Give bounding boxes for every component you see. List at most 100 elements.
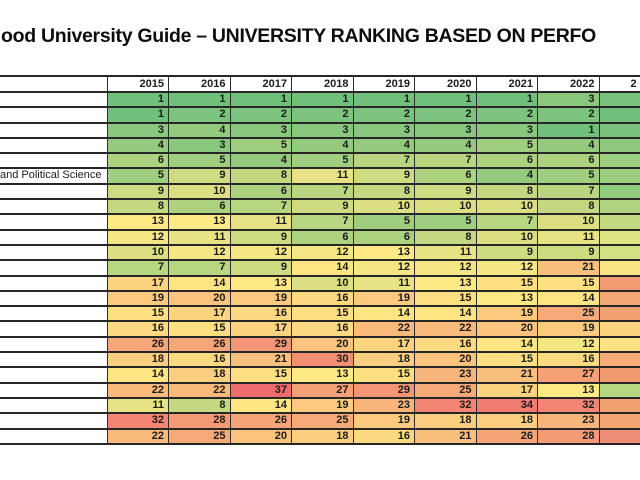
partial-year-header-cell: 2	[598, 75, 640, 93]
ranking-row: 18 16 21 30 18 20 15 16	[0, 351, 640, 369]
rank-cell: 10	[168, 182, 231, 201]
rank-cell: 14	[414, 305, 477, 323]
rank-cell: 37	[229, 381, 292, 399]
university-name-cell	[0, 381, 108, 399]
rank-cell: 11	[537, 228, 600, 246]
rank-cell: 22	[106, 427, 169, 445]
rank-cell: 9	[291, 198, 354, 216]
university-name-cell	[0, 305, 108, 323]
partial-rank-cell	[598, 213, 640, 231]
rank-cell: 26	[106, 335, 169, 354]
rank-cell: 9	[229, 259, 292, 277]
rank-cell: 7	[352, 152, 415, 170]
ranking-row: 22 22 37 27 29 25 17 13	[0, 381, 640, 399]
partial-rank-cell	[598, 427, 640, 445]
rank-cell: 8	[229, 167, 292, 185]
partial-rank-cell	[598, 366, 640, 384]
rank-cell: 9	[414, 182, 477, 201]
rank-cell: 5	[168, 152, 231, 170]
partial-rank-cell	[598, 106, 640, 124]
year-header-cell: 2017	[229, 75, 292, 93]
rank-cell: 1	[475, 90, 538, 109]
rank-cell: 4	[352, 136, 415, 155]
rank-cell: 3	[352, 121, 415, 139]
rank-cell: 25	[414, 381, 477, 399]
rank-cell: 3	[414, 121, 477, 139]
rank-cell: 17	[475, 381, 538, 399]
rank-cell: 18	[168, 366, 231, 384]
university-name-cell	[0, 228, 108, 246]
rank-cell: 1	[229, 90, 292, 109]
year-header-row: 2015 2016 2017 2018 2019 2020 2021 2022 2	[0, 75, 640, 93]
rank-cell: 10	[475, 228, 538, 246]
partial-rank-cell	[598, 152, 640, 170]
rank-cell: 16	[229, 305, 292, 323]
rank-cell: 30	[291, 351, 354, 369]
rank-cell: 27	[537, 366, 600, 384]
rank-cell: 14	[352, 305, 415, 323]
partial-rank-cell	[598, 198, 640, 216]
rank-cell: 8	[352, 182, 415, 201]
rank-cell: 8	[414, 228, 477, 246]
year-header-cell: 2015	[106, 75, 169, 93]
rank-cell: 11	[106, 396, 169, 415]
rank-cell: 5	[537, 167, 600, 185]
rank-cell: 19	[352, 289, 415, 308]
rank-cell: 12	[291, 243, 354, 262]
rank-cell: 22	[106, 381, 169, 399]
university-name-cell	[0, 213, 108, 231]
rank-cell: 32	[106, 412, 169, 430]
rank-cell: 17	[352, 335, 415, 354]
rank-cell: 4	[106, 136, 169, 155]
rank-cell: 12	[475, 259, 538, 277]
university-name-cell	[0, 106, 108, 124]
university-name-cell	[0, 152, 108, 170]
rank-cell: 27	[291, 381, 354, 399]
rank-cell: 6	[291, 228, 354, 246]
rank-cell: 13	[414, 274, 477, 292]
university-name-cell	[0, 335, 108, 354]
rank-cell: 1	[168, 90, 231, 109]
rank-cell: 4	[414, 136, 477, 155]
rank-cell: 4	[229, 152, 292, 170]
rank-cell: 16	[168, 351, 231, 369]
rank-cell: 6	[352, 228, 415, 246]
rank-cell: 21	[475, 366, 538, 384]
rank-cell: 12	[106, 228, 169, 246]
rank-cell: 14	[475, 335, 538, 354]
rank-cell: 6	[106, 152, 169, 170]
ranking-row: 15 17 16 15 14 14 19 25	[0, 305, 640, 323]
rank-cell: 11	[352, 274, 415, 292]
ranking-row: 11 8 14 19 23 32 34 32	[0, 396, 640, 415]
rank-cell: 7	[106, 259, 169, 277]
rank-cell: 12	[537, 335, 600, 354]
partial-rank-cell	[598, 274, 640, 292]
university-name-cell	[0, 182, 108, 201]
rank-cell: 7	[229, 198, 292, 216]
rank-cell: 12	[168, 243, 231, 262]
rank-cell: 26	[475, 427, 538, 445]
rank-cell: 9	[475, 243, 538, 262]
university-name-cell	[0, 274, 108, 292]
ranking-row: 13 13 11 7 5 5 7 10	[0, 213, 640, 231]
rank-cell: 18	[106, 351, 169, 369]
rank-cell: 3	[168, 136, 231, 155]
rank-cell: 12	[414, 259, 477, 277]
rank-cell: 15	[352, 366, 415, 384]
partial-rank-cell	[598, 121, 640, 139]
rank-cell: 16	[291, 289, 354, 308]
ranking-row: 9 10 6 7 8 9 8 7	[0, 182, 640, 201]
rank-cell: 5	[414, 213, 477, 231]
rank-cell: 15	[168, 320, 231, 338]
ranking-row: 12 11 9 6 6 8 10 11	[0, 228, 640, 246]
rank-cell: 7	[475, 213, 538, 231]
rank-cell: 14	[229, 396, 292, 415]
rank-cell: 3	[106, 121, 169, 139]
rank-cell: 19	[352, 412, 415, 430]
rank-cell: 22	[414, 320, 477, 338]
